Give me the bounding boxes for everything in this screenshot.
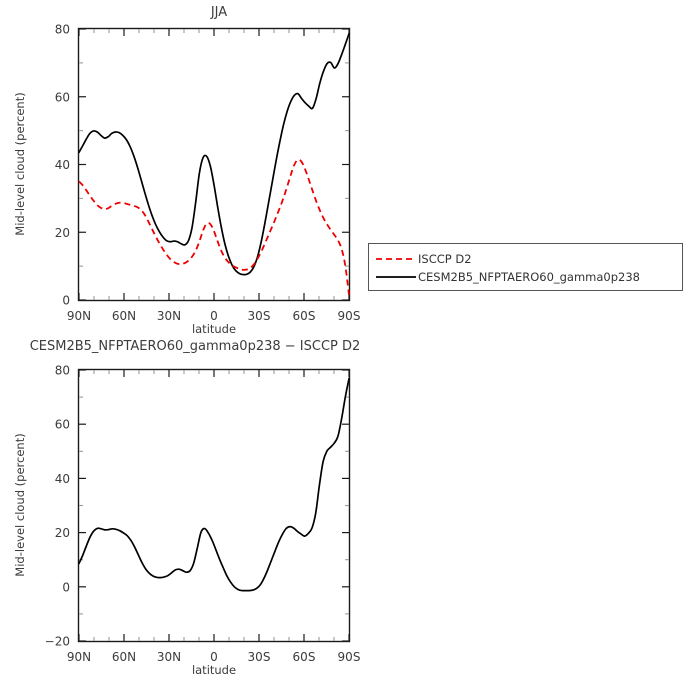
x-tick-label: 0 bbox=[210, 309, 218, 323]
y-tick-label: −20 bbox=[45, 635, 70, 649]
top-tick-labels: 90N 60N 30N 0 30S 60S 90S 0 20 40 60 80 bbox=[55, 23, 360, 324]
series-line-difference bbox=[78, 377, 350, 592]
x-tick-label: 30S bbox=[248, 650, 271, 664]
top-axis-ticks bbox=[78, 28, 350, 301]
x-tick-label: 90N bbox=[67, 309, 91, 323]
x-tick-label: 90S bbox=[338, 650, 361, 664]
x-tick-label: 60N bbox=[112, 650, 136, 664]
y-tick-label: 20 bbox=[55, 226, 70, 240]
x-tick-label: 60S bbox=[293, 650, 316, 664]
x-tick-label: 90S bbox=[338, 309, 360, 323]
legend-panel: ISCCP D2 CESM2B5_NFPTAERO60_gamma0p238 bbox=[368, 243, 684, 291]
y-tick-label: 40 bbox=[55, 472, 70, 486]
top-chart-panel: JJA 90N 60N 30N 0 30S 60S 90S 0 20 40 60 80 latitud… bbox=[0, 0, 360, 345]
legend-box bbox=[368, 243, 683, 291]
legend-label-cesm2b5: CESM2B5_NFPTAERO60_gamma0p238 bbox=[418, 270, 640, 284]
bottom-plot-frame bbox=[77, 368, 351, 643]
y-tick-label: 60 bbox=[55, 90, 70, 104]
bottom-axis-ticks bbox=[78, 369, 350, 642]
bottom-chart-panel: CESM2B5_NFPTAERO60_gamma0p238 − ISCCP D2… bbox=[0, 332, 400, 689]
bottom-chart-svg: CESM2B5_NFPTAERO60_gamma0p238 − ISCCP D2… bbox=[13, 339, 361, 677]
top-chart-title: JJA bbox=[210, 5, 227, 20]
x-tick-label: 90N bbox=[67, 650, 91, 664]
legend-label-isccp: ISCCP D2 bbox=[418, 252, 472, 266]
top-y-axis-label: Mid-level cloud (percent) bbox=[13, 92, 27, 235]
top-x-axis-label: latitude bbox=[192, 322, 236, 336]
x-tick-label: 30N bbox=[157, 650, 181, 664]
y-tick-label: 80 bbox=[55, 23, 70, 37]
x-tick-label: 0 bbox=[210, 650, 218, 664]
series-line-cesm2b5-jja bbox=[78, 32, 350, 276]
y-tick-label: 60 bbox=[55, 418, 70, 432]
y-tick-label: 80 bbox=[55, 364, 70, 378]
x-tick-label: 60N bbox=[112, 309, 136, 323]
series-line-isccp-jja bbox=[78, 158, 350, 296]
x-tick-label: 30N bbox=[157, 309, 181, 323]
x-tick-label: 30S bbox=[248, 309, 271, 323]
top-chart-svg: JJA 90N 60N 30N 0 30S 60S 90S 0 20 40 60 80 latitud… bbox=[13, 5, 360, 336]
legend-svg: ISCCP D2 CESM2B5_NFPTAERO60_gamma0p238 bbox=[368, 243, 683, 291]
bottom-x-axis-label: latitude bbox=[192, 663, 236, 677]
bottom-y-axis-label: Mid-level cloud (percent) bbox=[13, 433, 27, 576]
y-tick-label: 0 bbox=[62, 294, 70, 308]
y-tick-label: 0 bbox=[62, 580, 70, 594]
y-tick-label: 20 bbox=[55, 526, 70, 540]
x-tick-label: 60S bbox=[293, 309, 316, 323]
bottom-tick-labels: 90N 60N 30N 0 30S 60S 90S −20 0 20 40 60 80 bbox=[45, 364, 361, 665]
y-tick-label: 40 bbox=[55, 158, 70, 172]
top-plot-frame bbox=[77, 27, 351, 302]
bottom-chart-title: CESM2B5_NFPTAERO60_gamma0p238 − ISCCP D2 bbox=[30, 339, 361, 354]
